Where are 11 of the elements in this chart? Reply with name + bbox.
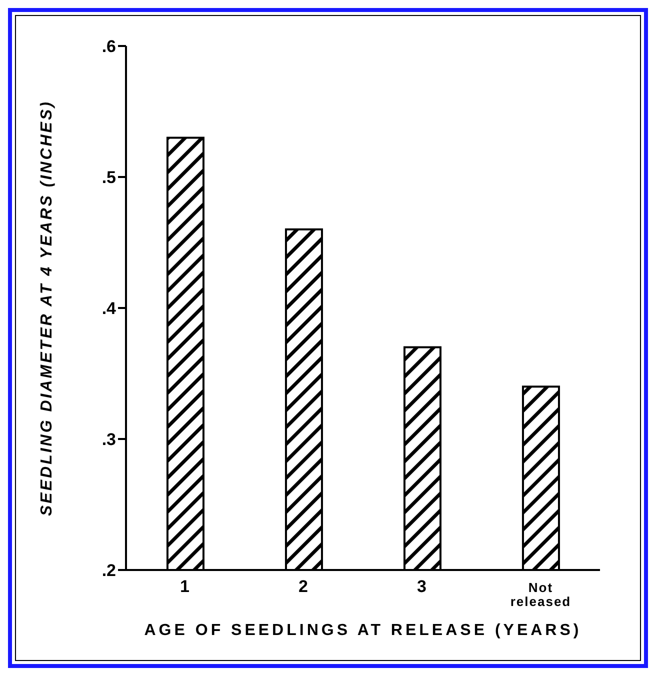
x-axis-title: AGE OF SEEDLINGS AT RELEASE (YEARS) xyxy=(144,622,582,639)
y-tick-label: .2 xyxy=(102,561,116,580)
y-axis-title: SEEDLING DIAMETER AT 4 YEARS (INCHES) xyxy=(38,100,56,516)
x-tick-label: 1 xyxy=(180,577,190,596)
y-tick-label: .5 xyxy=(102,168,116,188)
y-tick-label: .3 xyxy=(102,430,116,450)
x-tick-label: 3 xyxy=(417,577,428,596)
x-tick-label: 2 xyxy=(298,577,309,596)
x-tick-label: Not released xyxy=(510,580,572,609)
y-tick-label: .4 xyxy=(102,299,117,318)
y-tick-label: .6 xyxy=(102,37,116,56)
